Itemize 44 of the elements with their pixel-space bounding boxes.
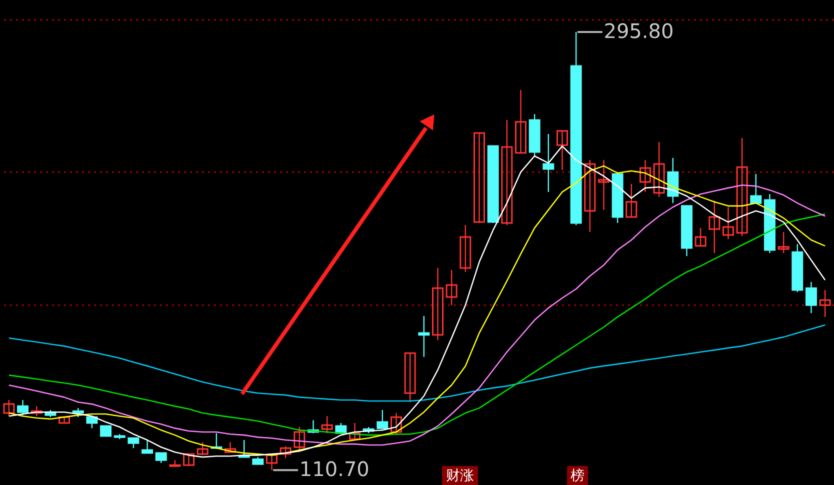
candlestick xyxy=(266,454,278,471)
candlestick xyxy=(349,422,361,440)
candlestick xyxy=(778,231,790,254)
candlestick xyxy=(694,227,706,247)
candlestick xyxy=(183,453,195,466)
candlestick xyxy=(639,159,651,193)
candlestick xyxy=(404,352,416,403)
candlestick xyxy=(556,130,568,171)
candlestick xyxy=(100,425,112,437)
candlestick xyxy=(736,137,748,237)
candlestick xyxy=(501,119,513,226)
candlestick xyxy=(542,133,554,193)
candlestick xyxy=(128,437,140,449)
candlestick xyxy=(514,89,526,154)
candlestick xyxy=(294,426,306,451)
candlestick xyxy=(653,141,665,198)
candlestick xyxy=(196,442,208,456)
candlestick xyxy=(722,206,734,240)
candlestick xyxy=(708,200,720,254)
candlestick xyxy=(3,399,15,417)
annotation: 295.80 xyxy=(604,18,674,43)
candlestick xyxy=(473,132,485,224)
candlestick xyxy=(432,267,444,341)
annotation: 110.70 xyxy=(299,457,370,482)
candlestick xyxy=(626,183,638,218)
candlestick xyxy=(390,412,402,436)
candlestick xyxy=(460,224,472,273)
annotation: 财涨 xyxy=(446,468,474,484)
candlestick xyxy=(376,409,388,429)
candlestick xyxy=(805,281,817,314)
candlestick xyxy=(584,159,596,233)
candlestick xyxy=(598,159,610,211)
candlestick xyxy=(224,442,236,453)
candlestick xyxy=(155,452,167,464)
candlestick xyxy=(819,289,831,318)
candlestick xyxy=(142,439,154,454)
candlestick xyxy=(446,269,458,306)
annotation: 榜 xyxy=(570,468,584,484)
candlestick xyxy=(17,399,29,416)
candlestick xyxy=(30,406,42,417)
candlestick xyxy=(750,173,762,204)
candlestick xyxy=(280,446,292,459)
candlestick xyxy=(418,315,430,358)
candlestick xyxy=(321,416,333,434)
